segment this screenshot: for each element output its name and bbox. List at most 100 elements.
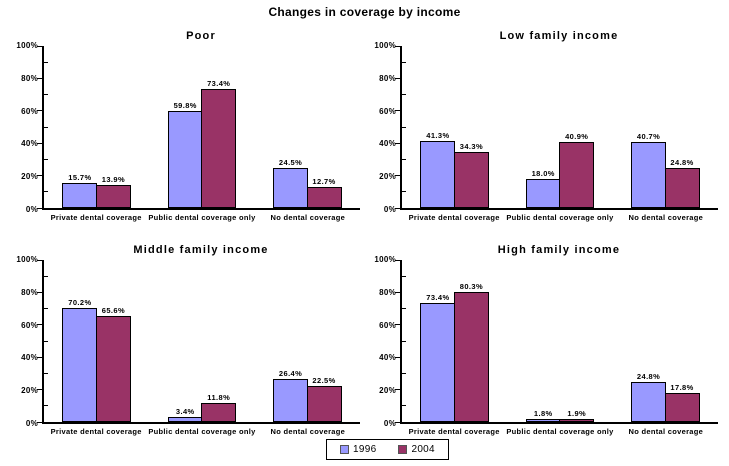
axis-major-tick [395,45,400,47]
axis-minor-tick [402,275,406,277]
chart-area: 0% 20% 40% 60% 80% 100% 70.2% 65.6% 3.4% 11.8% 26.… [12,256,360,428]
bar-1996-no-dental-coverage: 24.8% [631,372,667,422]
value-label: 15.7% [68,172,92,182]
bar-2004-private-dental-coverage: 80.3% [453,282,489,422]
value-label: 40.7% [636,132,661,142]
axis-major-tick [395,291,400,293]
axis-major-tick [37,421,42,423]
axis-major-tick [395,259,400,261]
plot-area: 73.4% 80.3% 1.8% 1.9% 24.8% 17.8% [395,259,718,424]
bar-1996-no-dental-coverage: 24.5% [273,158,309,208]
y-tick-label: 40% [379,139,396,149]
bar-group: 73.4% 80.3% [402,260,507,422]
y-tick-label: 60% [379,106,396,116]
panel-title: Poor [186,30,216,42]
value-label: 24.8% [636,371,661,381]
axis-major-tick [395,356,400,358]
axis-minor-tick [44,61,48,63]
panel-title: Low family income [499,30,619,42]
y-tick-label: 80% [21,73,38,83]
value-label: 80.3% [459,281,484,291]
bar-2004-public-dental-coverage-only: 40.9% [559,132,595,208]
value-label: 70.2% [68,298,92,308]
axis-minor-tick [44,94,48,96]
axis-minor-tick [44,275,48,277]
bar-1996-public-dental-coverage-only: 3.4% [167,407,203,422]
bar-1996-public-dental-coverage-only: 1.8% [525,409,561,422]
bar-1996-no-dental-coverage: 40.7% [631,132,667,208]
value-label: 41.3% [426,131,450,141]
bar-group: 26.4% 22.5% [255,260,360,422]
panel-low-family-income: Low family income 0% 20% 40% 60% 80% 100% 41.3%… [370,30,718,244]
axis-major-tick [395,207,400,209]
y-tick-label: 0% [25,205,38,214]
value-label: 22.5% [312,375,336,385]
bar-2004-no-dental-coverage: 12.7% [306,177,342,208]
axis-minor-tick [44,308,48,310]
panel-high-family-income: High family income 0% 20% 40% 60% 80% 100% 73.4… [370,244,718,458]
bar-1996-private-dental-coverage: 15.7% [62,173,98,208]
category-label: Private dental coverage [50,427,142,436]
legend: 1996 2004 [326,439,449,460]
y-axis: 0% 20% 40% 60% 80% 100% [12,42,42,214]
value-label: 40.9% [565,131,589,141]
axis-major-tick [37,259,42,261]
axis-major-tick [37,77,42,79]
chart-area: 0% 20% 40% 60% 80% 100% 15.7% 13.9% 59.8% 73.4% 24… [12,42,360,214]
category-labels: Private dental coverage Public dental cov… [402,213,718,222]
y-tick-label: 100% [374,41,396,50]
axis-major-tick [395,110,400,112]
value-label: 34.3% [459,142,484,152]
y-tick-label: 80% [21,287,38,297]
legend-swatch-2004 [398,445,408,454]
category-label: No dental coverage [270,427,346,436]
y-tick-label: 40% [21,353,38,363]
page-title: Changes in coverage by income [268,5,461,19]
value-label: 24.8% [670,157,694,167]
bar-2004-public-dental-coverage-only: 73.4% [201,79,237,208]
panel-title: Middle family income [133,244,269,256]
panel-middle-family-income: Middle family income 0% 20% 40% 60% 80% 100% 70… [12,244,360,458]
bar-group: 59.8% 73.4% [149,46,254,208]
bar-1996-private-dental-coverage: 70.2% [62,298,98,422]
y-tick-label: 40% [379,353,396,363]
y-tick-label: 100% [16,41,38,50]
value-label: 1.8% [533,409,553,419]
bar-2004-public-dental-coverage-only: 11.8% [201,393,237,422]
axis-minor-tick [44,191,48,193]
bar-1996-private-dental-coverage: 73.4% [420,293,456,422]
category-label: Public dental coverage only [506,213,614,222]
axis-major-tick [395,421,400,423]
y-tick-label: 100% [374,255,396,264]
axis-minor-tick [402,61,406,63]
chart-area: 0% 20% 40% 60% 80% 100% 41.3% 34.3% 18.0% 40.9% 40… [370,42,718,214]
value-label: 24.5% [278,158,303,168]
y-tick-label: 20% [379,172,396,182]
axis-major-tick [37,110,42,112]
bar-2004-no-dental-coverage: 22.5% [306,376,342,422]
panel-poor: Poor 0% 20% 40% 60% 80% 100% 15.7% 13.9% 59.8% 73.… [12,30,360,244]
value-label: 59.8% [173,101,197,111]
category-label: Private dental coverage [408,427,500,436]
value-label: 26.4% [278,369,303,379]
bar-1996-no-dental-coverage: 26.4% [273,369,309,422]
bar-group: 18.0% 40.9% [507,46,612,208]
category-label: Private dental coverage [50,213,142,222]
y-tick-label: 80% [379,73,396,83]
axis-minor-tick [402,191,406,193]
axis-major-tick [37,142,42,144]
bar-group: 24.5% 12.7% [255,46,360,208]
axis-major-tick [37,389,42,391]
value-label: 3.4% [175,406,195,416]
axis-minor-tick [44,405,48,407]
y-tick-label: 0% [25,419,38,428]
axis-major-tick [395,77,400,79]
category-labels: Private dental coverage Public dental cov… [44,213,360,222]
axis-minor-tick [402,308,406,310]
category-labels: Private dental coverage Public dental cov… [402,427,718,436]
axis-major-tick [395,389,400,391]
axis-major-tick [37,324,42,326]
bar-group: 41.3% 34.3% [402,46,507,208]
axis-minor-tick [44,158,48,160]
y-tick-label: 20% [21,386,38,396]
